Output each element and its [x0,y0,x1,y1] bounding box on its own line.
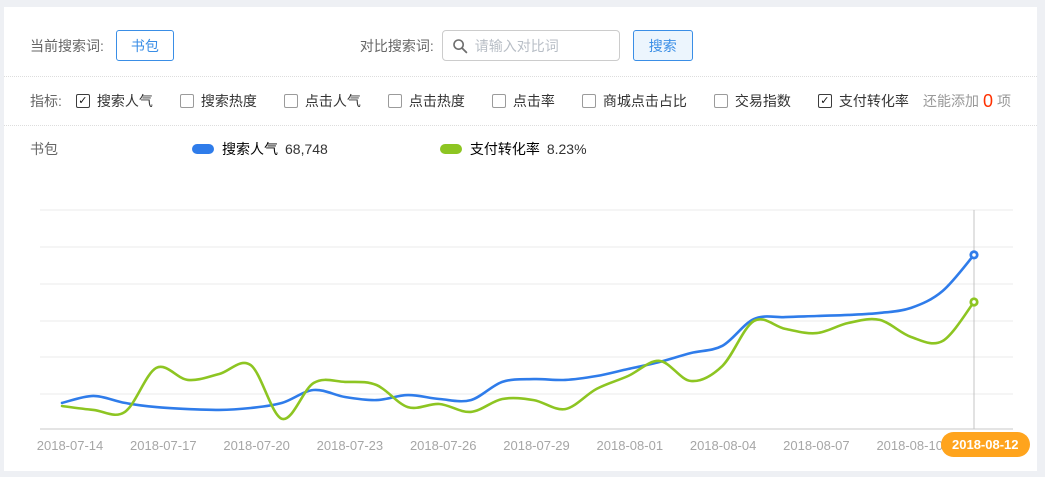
x-axis-tick-label: 2018-07-29 [503,438,570,453]
metric-label: 商城点击占比 [602,93,687,109]
legend-term: 书包 [30,140,58,157]
checkbox-unchecked-icon[interactable] [491,94,506,108]
remaining-quota: 还能添加 0 项 [923,91,1011,112]
remaining-suffix: 项 [997,92,1011,109]
metrics-label: 指标: [30,93,62,109]
legend-series-value: 68,748 [285,140,328,157]
legend-series-name: 支付转化率 [469,140,540,157]
metric-checkbox-checked[interactable]: ✓ 支付转化率 [817,91,909,111]
compare-term-label: 对比搜索词: [359,37,434,54]
highlighted-date-badge[interactable]: 2018-08-12 [941,432,1030,457]
remaining-prefix: 还能添加 [922,92,979,109]
checkbox-unchecked-icon[interactable] [179,94,194,108]
metric-checkbox-unchecked[interactable]: 商城点击占比 [581,91,687,111]
x-axis-tick-label: 2018-07-20 [223,438,290,453]
legend-series-name: 搜索人气 [222,140,278,157]
x-axis-tick-label: 2018-08-01 [596,438,664,453]
current-term-label: 当前搜索词: [30,37,104,54]
compare-search-box[interactable] [441,30,620,61]
line-chart-canvas [40,209,1013,430]
x-axis-tick-label: 2018-07-17 [130,438,197,453]
metric-checkbox-unchecked[interactable]: 搜索热度 [179,91,257,111]
metric-label: 搜索人气 [96,93,153,109]
search-icon [452,38,468,53]
legend-item-pay-conversion: 支付转化率 8.23% [439,139,587,159]
metric-label: 点击率 [512,93,555,109]
metric-label: 支付转化率 [838,93,909,109]
metric-checkbox-unchecked[interactable]: 交易指数 [713,91,791,111]
metric-checkbox-unchecked[interactable]: 点击人气 [283,91,361,111]
legend-item-search-popularity: 搜索人气 68,748 [192,139,328,159]
metric-label: 点击热度 [408,93,465,109]
series-color-pill-blue [192,143,214,154]
metric-checkbox-unchecked[interactable]: 点击热度 [387,91,465,111]
x-axis-tick-label: 2018-07-14 [36,438,104,453]
checkbox-checked-icon[interactable]: ✓ [75,94,90,108]
metrics-list: ✓ 搜索人气 搜索热度 点击人气 点击热度 点击率 商城点击占比 交易指数 ✓ 支付转化率 [75,91,909,111]
checkbox-unchecked-icon[interactable] [581,94,596,108]
metric-checkbox-checked[interactable]: ✓ 搜索人气 [75,91,153,111]
metric-label: 点击人气 [304,93,361,109]
legend-series-value: 8.23% [546,140,587,157]
x-axis-tick-label: 2018-07-26 [409,438,477,453]
legend-list: 搜索人气 68,748 支付转化率 8.23% [192,139,587,159]
metric-label: 搜索热度 [200,93,257,109]
checkbox-unchecked-icon[interactable] [387,94,402,108]
x-axis-tick-label: 2018-07-23 [316,438,384,453]
search-button[interactable]: 搜索 [632,30,693,61]
x-axis-tick-label: 2018-08-04 [689,438,757,453]
checkbox-checked-icon[interactable]: ✓ [817,94,832,108]
metric-checkbox-unchecked[interactable]: 点击率 [491,91,555,111]
x-axis-tick-label: 2018-08-10 [876,438,943,453]
x-axis-tick-label: 2018-08-07 [783,438,850,453]
analytics-panel: 当前搜索词: 书包 对比搜索词: 搜索 指标: ✓ 搜索人气 搜索热度 点击人气 点击热… [4,7,1037,471]
legend-row: 书包 搜索人气 68,748 支付转化率 8.23% [4,126,1037,171]
search-term-row: 当前搜索词: 书包 对比搜索词: 搜索 [4,7,1037,77]
series-color-pill-green [439,143,462,154]
current-term-button[interactable]: 书包 [115,30,174,61]
checkbox-unchecked-icon[interactable] [283,94,298,108]
remaining-count: 0 [982,90,993,111]
checkbox-unchecked-icon[interactable] [713,94,728,108]
metric-label: 交易指数 [734,93,791,109]
trend-chart: 2018-07-14 2018-07-17 2018-07-20 2018-07-23… [4,204,1037,466]
compare-term-input[interactable] [474,37,610,54]
metrics-row: 指标: ✓ 搜索人气 搜索热度 点击人气 点击热度 点击率 商城点击占比 交易指数 ✓ 支付转化率… [4,77,1037,126]
